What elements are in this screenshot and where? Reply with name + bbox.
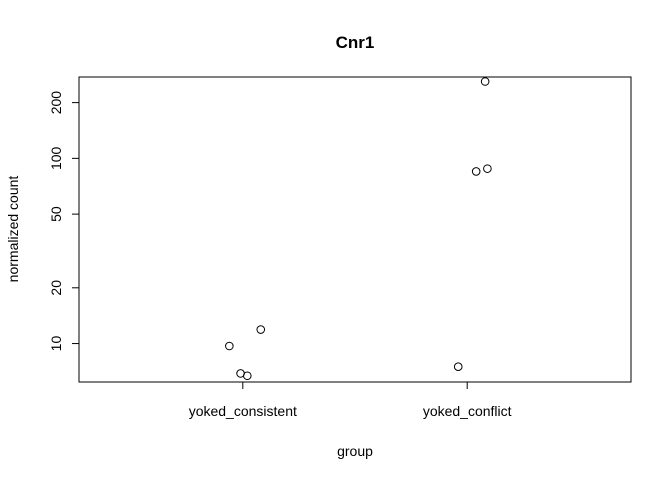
y-tick-label: 10 <box>48 336 64 352</box>
data-point <box>453 362 463 371</box>
data-point <box>256 325 266 334</box>
plot-frame <box>78 76 632 383</box>
data-point <box>471 167 481 176</box>
x-tick-label: yoked_consistent <box>189 403 297 419</box>
y-axis: 10 20 50 100 200 <box>48 91 80 352</box>
data-points <box>225 77 492 381</box>
chart-title: Cnr1 <box>336 33 375 52</box>
x-tick-label: yoked_conflict <box>423 403 512 419</box>
data-point <box>480 77 490 86</box>
x-axis-label: group <box>337 443 373 459</box>
data-point <box>242 371 252 381</box>
x-axis: yoked_consistent yoked_conflict <box>189 381 512 419</box>
data-point <box>483 164 492 173</box>
y-tick-label: 20 <box>48 280 64 296</box>
data-point <box>225 341 234 351</box>
y-axis-label: normalized count <box>5 176 21 283</box>
y-tick-label: 100 <box>48 146 64 170</box>
y-tick-label: 200 <box>48 91 64 115</box>
y-tick-label: 50 <box>48 206 64 222</box>
